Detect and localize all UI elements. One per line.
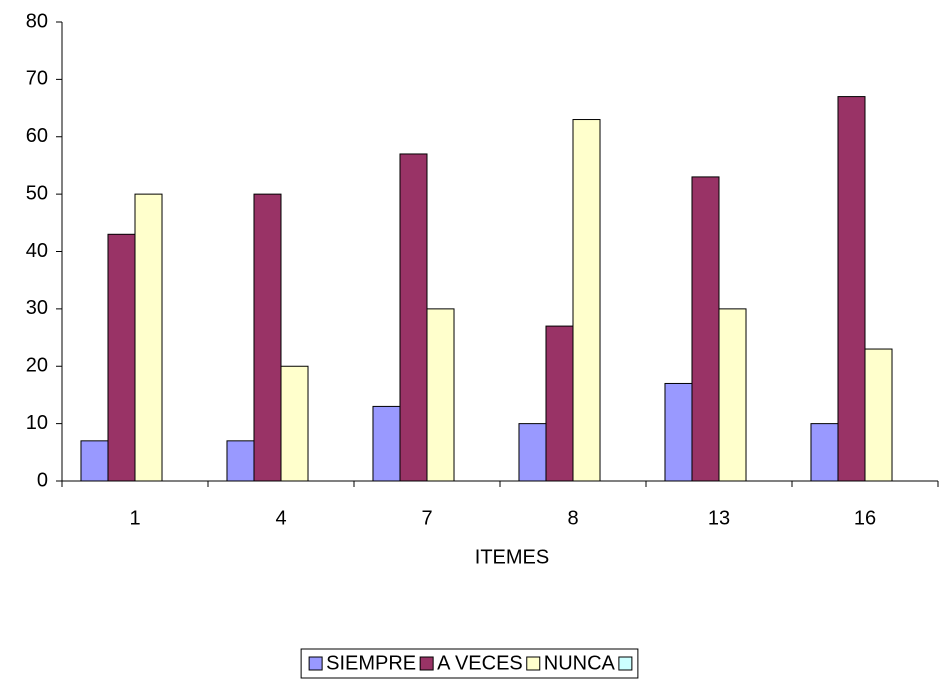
legend-swatch [419, 656, 434, 671]
y-tick-label: 30 [26, 297, 48, 319]
bar [226, 440, 255, 482]
x-tick-label: 4 [275, 507, 286, 529]
x-tick-label: 8 [567, 507, 578, 529]
bar [718, 308, 747, 482]
bar [253, 193, 282, 482]
bar [280, 365, 309, 482]
legend-swatch [526, 656, 541, 671]
bar [80, 440, 109, 482]
legend-swatch [618, 656, 633, 671]
x-tick-label: 1 [129, 507, 140, 529]
bar [664, 382, 693, 482]
y-tick-label: 70 [26, 68, 48, 90]
bar [134, 193, 163, 482]
x-tick-label: 13 [708, 507, 730, 529]
legend-label: SIEMPRE [326, 652, 416, 674]
y-tick-label: 60 [26, 125, 48, 147]
y-tick-label: 40 [26, 240, 48, 262]
legend: SIEMPRE A VECES NUNCA [300, 648, 639, 679]
bar [810, 423, 839, 482]
bar [426, 308, 455, 482]
legend-box [300, 648, 639, 679]
bar [864, 348, 893, 482]
bar [572, 119, 601, 482]
y-tick-label: 50 [26, 182, 48, 204]
x-tick-label: 7 [421, 507, 432, 529]
y-tick-label: 80 [26, 10, 48, 32]
bar [399, 153, 428, 482]
bar [372, 405, 401, 482]
bar [837, 96, 866, 482]
bar [107, 233, 136, 482]
y-tick-label: 0 [37, 469, 48, 491]
bar [545, 325, 574, 482]
x-axis-title: ITEMES [475, 546, 549, 568]
bar [691, 176, 720, 482]
bar [518, 423, 547, 482]
x-tick-label: 16 [854, 507, 876, 529]
legend-swatch [308, 656, 323, 671]
legend-label: NUNCA [544, 652, 616, 674]
y-tick-label: 10 [26, 412, 48, 434]
y-tick-label: 20 [26, 355, 48, 377]
legend-label: A VECES [437, 652, 523, 674]
